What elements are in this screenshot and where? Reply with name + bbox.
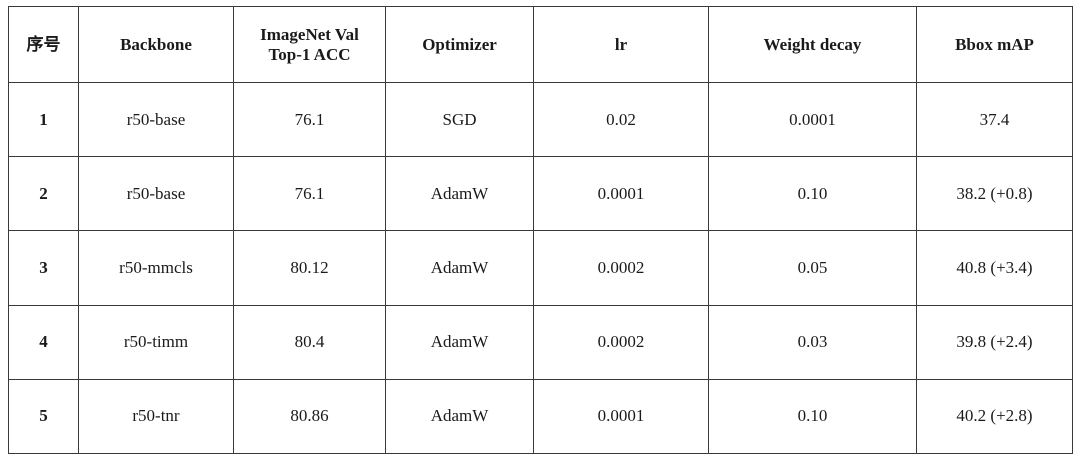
header-lr: lr bbox=[533, 6, 709, 83]
cell-index: 5 bbox=[8, 378, 79, 455]
cell-lr: 0.0001 bbox=[533, 378, 709, 455]
table-row: 3 r50-mmcls 80.12 AdamW 0.0002 0.05 40.8… bbox=[8, 230, 1073, 306]
cell-index: 4 bbox=[8, 304, 79, 380]
cell-lr: 0.0002 bbox=[533, 230, 709, 306]
cell-weight-decay: 0.0001 bbox=[708, 81, 917, 158]
results-table: 序号 Backbone ImageNet Val Top-1 ACC Optim… bbox=[8, 6, 1073, 455]
table-row: 4 r50-timm 80.4 AdamW 0.0002 0.03 39.8 (… bbox=[8, 304, 1073, 380]
cell-optimizer: AdamW bbox=[385, 304, 534, 380]
header-weight-decay: Weight decay bbox=[708, 6, 917, 83]
results-table-container: 序号 Backbone ImageNet Val Top-1 ACC Optim… bbox=[8, 6, 1073, 455]
cell-index: 1 bbox=[8, 81, 79, 158]
cell-bbox-map: 39.8 (+2.4) bbox=[916, 304, 1073, 380]
cell-weight-decay: 0.03 bbox=[708, 304, 917, 380]
cell-backbone: r50-tnr bbox=[78, 378, 234, 455]
cell-bbox-map: 40.2 (+2.8) bbox=[916, 378, 1073, 455]
cell-acc: 76.1 bbox=[233, 156, 386, 232]
cell-acc: 76.1 bbox=[233, 81, 386, 158]
table-row: 2 r50-base 76.1 AdamW 0.0001 0.10 38.2 (… bbox=[8, 156, 1073, 232]
cell-weight-decay: 0.10 bbox=[708, 378, 917, 455]
cell-weight-decay: 0.10 bbox=[708, 156, 917, 232]
header-imagenet-acc-line2: Top-1 ACC bbox=[268, 44, 351, 64]
table-row: 1 r50-base 76.1 SGD 0.02 0.0001 37.4 bbox=[8, 81, 1073, 158]
cell-bbox-map: 38.2 (+0.8) bbox=[916, 156, 1073, 232]
cell-optimizer: AdamW bbox=[385, 230, 534, 306]
table-row: 5 r50-tnr 80.86 AdamW 0.0001 0.10 40.2 (… bbox=[8, 378, 1073, 455]
cell-backbone: r50-base bbox=[78, 156, 234, 232]
cell-backbone: r50-timm bbox=[78, 304, 234, 380]
header-imagenet-acc: ImageNet Val Top-1 ACC bbox=[233, 6, 386, 83]
cell-optimizer: SGD bbox=[385, 81, 534, 158]
cell-optimizer: AdamW bbox=[385, 378, 534, 455]
header-optimizer: Optimizer bbox=[385, 6, 534, 83]
header-row: 序号 Backbone ImageNet Val Top-1 ACC Optim… bbox=[8, 6, 1073, 83]
cell-acc: 80.12 bbox=[233, 230, 386, 306]
cell-lr: 0.0002 bbox=[533, 304, 709, 380]
cell-acc: 80.4 bbox=[233, 304, 386, 380]
cell-lr: 0.02 bbox=[533, 81, 709, 158]
cell-bbox-map: 37.4 bbox=[916, 81, 1073, 158]
cell-lr: 0.0001 bbox=[533, 156, 709, 232]
header-imagenet-acc-line1: ImageNet Val bbox=[260, 24, 359, 44]
cell-bbox-map: 40.8 (+3.4) bbox=[916, 230, 1073, 306]
cell-index: 2 bbox=[8, 156, 79, 232]
cell-acc: 80.86 bbox=[233, 378, 386, 455]
cell-weight-decay: 0.05 bbox=[708, 230, 917, 306]
cell-optimizer: AdamW bbox=[385, 156, 534, 232]
cell-backbone: r50-base bbox=[78, 81, 234, 158]
cell-index: 3 bbox=[8, 230, 79, 306]
header-index: 序号 bbox=[8, 6, 79, 83]
cell-backbone: r50-mmcls bbox=[78, 230, 234, 306]
header-bbox-map: Bbox mAP bbox=[916, 6, 1073, 83]
header-backbone: Backbone bbox=[78, 6, 234, 83]
